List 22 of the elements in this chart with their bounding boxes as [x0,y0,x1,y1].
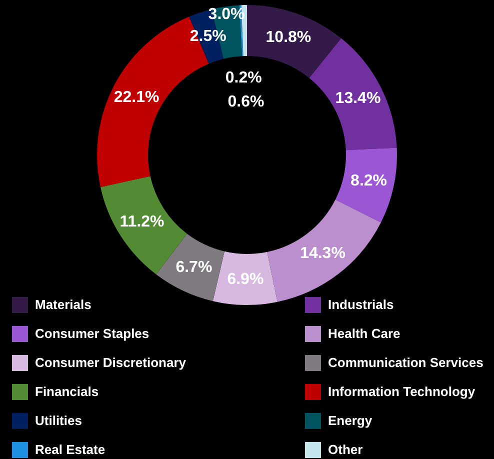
data-label: 10.8% [266,29,312,46]
legend-label: Energy [328,413,372,428]
legend-label: Consumer Discretionary [35,355,186,370]
data-label: 13.4% [335,90,381,108]
legend-label: Communication Services [328,355,484,370]
legend-label: Health Care [328,326,400,341]
data-label: 0.6% [228,93,264,110]
legend-label: Other [328,442,363,457]
legend-label: Consumer Staples [35,326,150,341]
legend-label: Utilities [35,413,82,428]
legend-label: Materials [35,297,92,312]
data-label: 0.2% [225,69,262,86]
legend-label: Real Estate [35,442,106,457]
legend-label: Financials [35,384,99,399]
data-label: 6.7% [176,259,212,276]
data-label: 14.3% [300,245,346,262]
data-label: 22.1% [114,88,160,106]
legend-label: Industrials [328,297,394,312]
data-label: 8.2% [350,172,388,190]
legend-label: Information Technology [328,384,476,399]
data-label: 11.2% [120,213,164,230]
data-label: 6.9% [227,270,264,288]
